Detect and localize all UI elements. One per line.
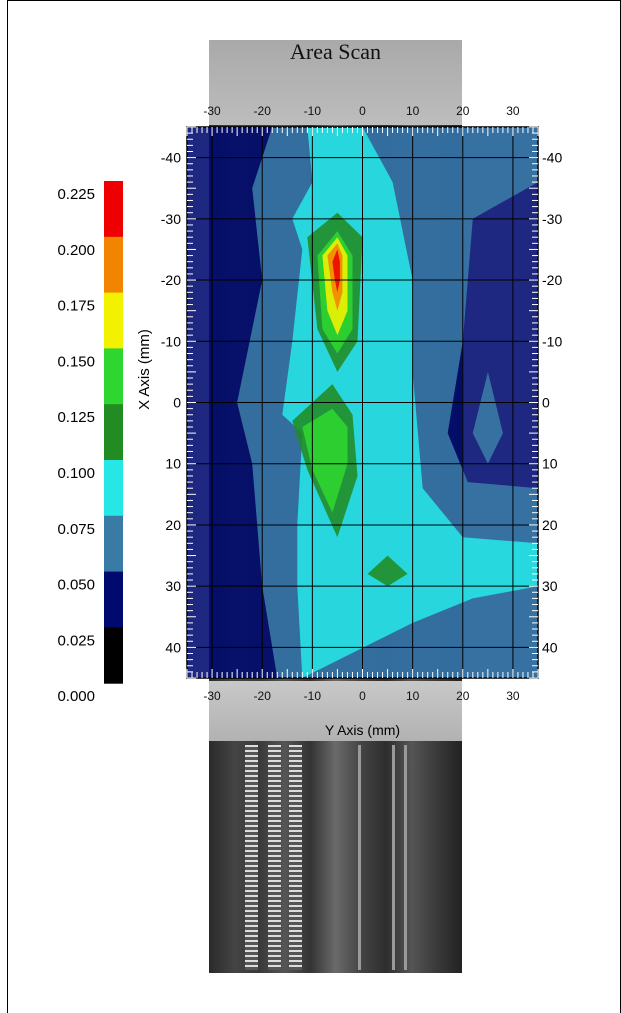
colorbar-swatch-3 [104, 348, 123, 405]
y-tick-label-left: -30 [161, 211, 181, 227]
x-tick-label-top: -30 [203, 104, 221, 118]
y-tick-label-left: 0 [173, 395, 181, 411]
colorbar-label: 0.150 [57, 353, 95, 370]
photo-strip-left [245, 745, 258, 970]
y-tick-label-left: 10 [165, 456, 181, 472]
colorbar-swatch-2 [104, 292, 123, 349]
colorbar-label: 0.225 [57, 186, 95, 203]
x-tick-label-top: 30 [506, 104, 520, 118]
colorbar-label: 0.175 [57, 298, 95, 315]
colorbar-swatch-1 [104, 236, 123, 294]
window-frame [7, 0, 621, 1013]
colorbar-swatch-5 [104, 460, 123, 517]
y-tick-label-right: -40 [542, 150, 562, 166]
x-axis-label: Y Axis (mm) [325, 722, 400, 738]
x-tick-label-top: -20 [254, 104, 272, 118]
contour-level-2-region-2 [367, 555, 408, 587]
x-tick-label-top: 10 [406, 104, 420, 118]
y-tick-label-left: 20 [165, 517, 181, 533]
x-tick-label-bottom: 10 [406, 689, 420, 703]
colorbar-label: 0.050 [57, 577, 95, 594]
grid [187, 127, 538, 678]
contour-level-6-region-0 [332, 249, 340, 293]
x-tick-label-bottom: -30 [203, 689, 221, 703]
photo-rail-1 [358, 745, 361, 970]
x-tick-label-top: 20 [456, 104, 470, 118]
y-tick-label-right: -30 [542, 211, 562, 227]
chart-title: Area Scan [289, 39, 381, 64]
colorbar-label: 0.000 [57, 688, 95, 705]
photo-top-band [209, 40, 462, 125]
y-tick-label-right: -10 [542, 333, 562, 349]
colorbar-swatch-4 [104, 404, 123, 461]
y-tick-label-right: 10 [542, 456, 558, 472]
photo-strip-mid [268, 745, 281, 970]
photo-rail-2 [392, 745, 395, 970]
colorbar: 0.225 0.200 0.175 0.150 0.125 0.100 0.075 0.050… [57, 181, 123, 705]
y-tick-label-left: -20 [161, 272, 181, 288]
y-tick-label-right: 0 [542, 395, 550, 411]
colorbar-swatch-0 [104, 181, 123, 238]
y-axis-label: X Axis (mm) [136, 329, 153, 410]
colorbar-label: 0.100 [57, 465, 95, 482]
y-tick-label-right: 20 [542, 517, 558, 533]
colorbar-label: 0.075 [57, 521, 95, 538]
contour-level-0-region-1 [472, 371, 503, 464]
x-tick-label-bottom: 20 [456, 689, 470, 703]
colorbar-label: 0.025 [57, 632, 95, 649]
y-tick-label-left: 30 [165, 578, 181, 594]
colorbar-swatch-8 [104, 627, 123, 684]
y-tick-label-right: -20 [542, 272, 562, 288]
y-tick-label-left: -40 [161, 150, 181, 166]
x-tick-label-bottom: 0 [359, 689, 366, 703]
x-tick-label-bottom: -20 [254, 689, 272, 703]
colorbar-label: 0.200 [57, 242, 95, 259]
photo-axis-band [209, 681, 462, 741]
y-tick-label-left: -10 [161, 333, 181, 349]
x-tick-label-bottom: 30 [506, 689, 520, 703]
contour-level-3-region-1 [302, 408, 348, 513]
x-tick-label-bottom: -10 [304, 689, 322, 703]
y-tick-label-right: 30 [542, 578, 558, 594]
y-tick-label-right: 40 [542, 639, 558, 655]
photo-rail-3 [404, 745, 407, 970]
colorbar-label: 0.125 [57, 409, 95, 426]
colorbar-swatch-7 [104, 571, 123, 628]
y-tick-label-left: 40 [165, 639, 181, 655]
x-tick-label-top: 0 [359, 104, 366, 118]
photo-strip-right [289, 745, 302, 970]
x-tick-label-top: -10 [304, 104, 322, 118]
axes: -30 -30 -20 -20 -10 -10 0 0 10 10 20 20 30 30 -40 -40 -3… [136, 104, 562, 738]
colorbar-swatch-6 [104, 515, 123, 573]
